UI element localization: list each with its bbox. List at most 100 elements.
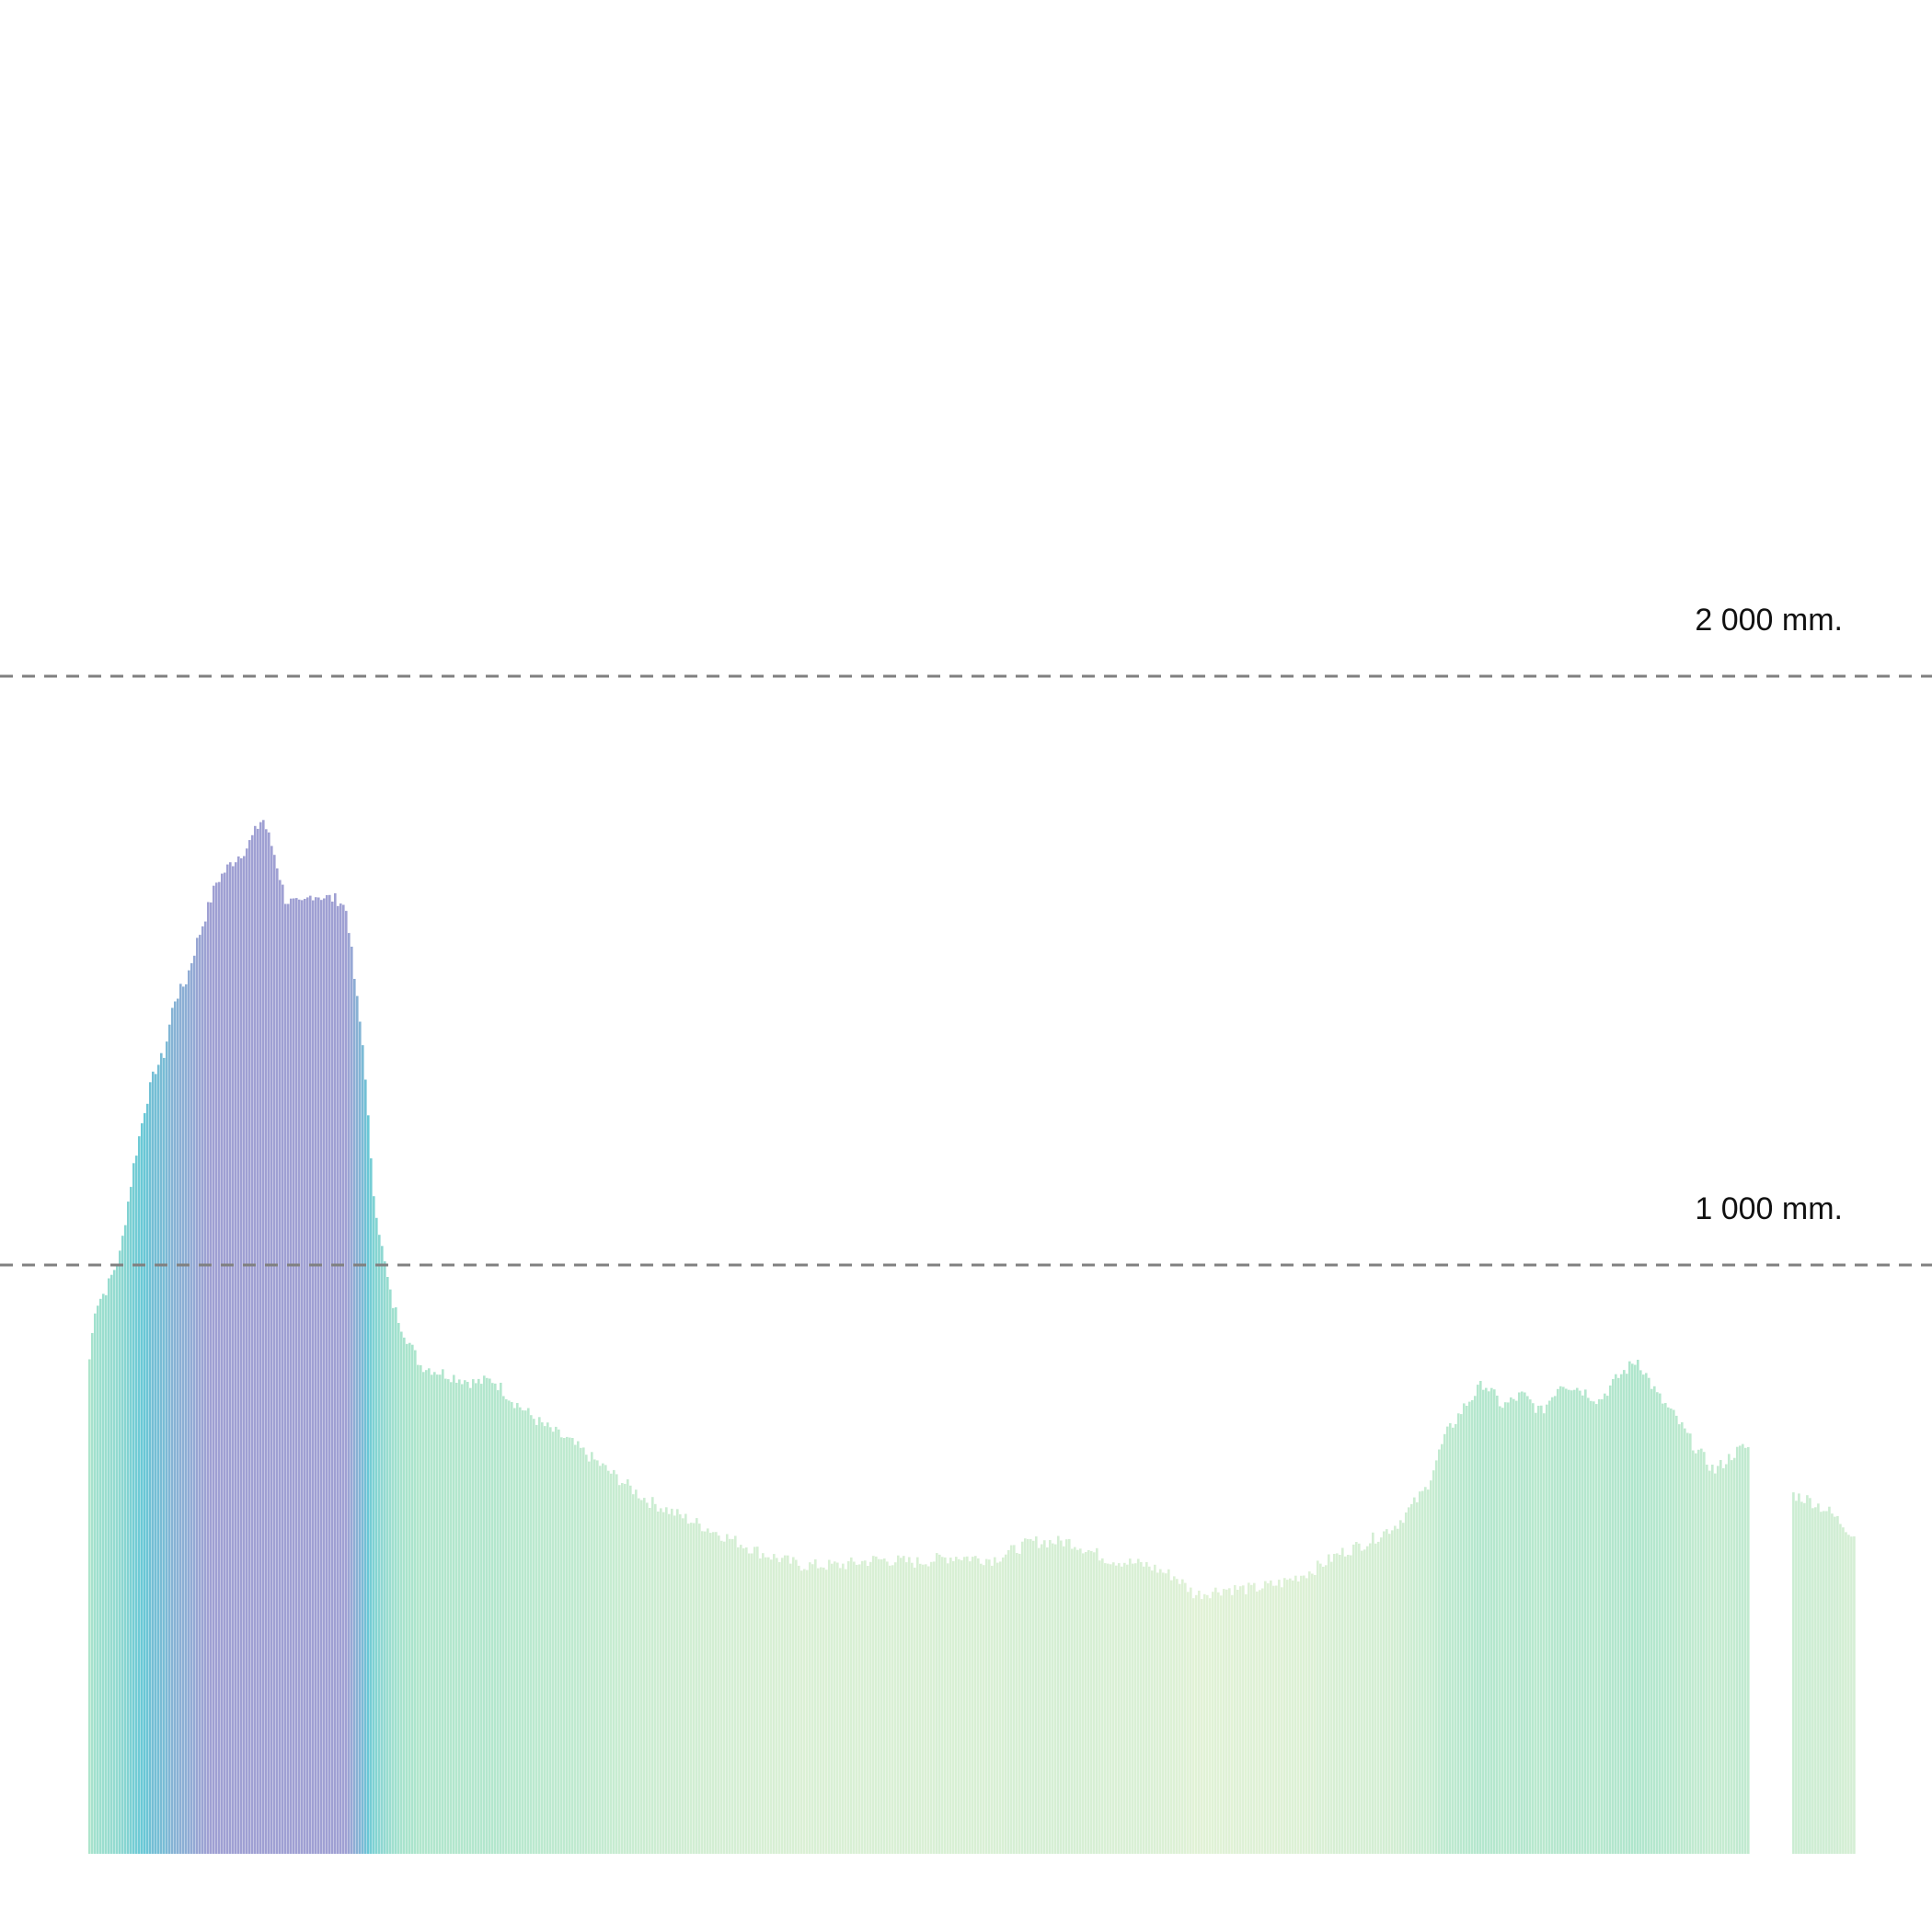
rainfall-bar: [668, 1513, 671, 1854]
rainfall-bar: [500, 1383, 502, 1854]
rainfall-bar: [339, 903, 342, 1854]
rainfall-bar: [331, 902, 334, 1854]
rainfall-bar: [1515, 1400, 1518, 1854]
rainfall-bar: [141, 1122, 144, 1854]
rainfall-bar: [1303, 1575, 1305, 1854]
rainfall-bar: [1659, 1393, 1662, 1854]
rainfall-bar: [1363, 1549, 1366, 1854]
rainfall-bar: [740, 1545, 742, 1854]
rainfall-bar: [894, 1562, 897, 1854]
rainfall-bar: [144, 1112, 146, 1854]
rainfall-bar: [295, 898, 298, 1854]
rainfall-bar: [491, 1383, 494, 1854]
rainfall-bar: [1082, 1553, 1085, 1854]
rainfall-bar: [210, 902, 213, 1854]
rainfall-bar: [1352, 1544, 1355, 1854]
rainfall-bar: [1504, 1402, 1507, 1854]
rainfall-bar: [919, 1563, 922, 1854]
rainfall-bar: [102, 1294, 105, 1854]
rainfall-bar: [190, 963, 193, 1854]
rainfall-bar: [1811, 1508, 1814, 1854]
rainfall-bar: [1134, 1563, 1137, 1854]
rainfall-bar: [1736, 1446, 1739, 1854]
rainfall-bar: [502, 1396, 505, 1854]
rainfall-bar: [1529, 1399, 1532, 1854]
rainfall-bar: [1664, 1403, 1667, 1854]
rainfall-bar: [1322, 1567, 1325, 1854]
rainfall-bar: [1261, 1588, 1264, 1854]
rainfall-bar: [207, 902, 210, 1854]
rainfall-bar: [1336, 1553, 1339, 1854]
rainfall-bar: [930, 1561, 933, 1854]
rainfall-bar: [152, 1071, 155, 1854]
rainfall-bar: [1435, 1460, 1438, 1854]
rainfall-bar: [1029, 1538, 1032, 1854]
rainfall-bar: [1148, 1566, 1151, 1854]
rainfall-bar: [199, 935, 201, 1854]
rainfall-bar: [693, 1523, 696, 1854]
rainfall-bar: [784, 1555, 787, 1854]
rainfall-bar: [1399, 1520, 1402, 1854]
rainfall-bar: [160, 1052, 163, 1854]
rainfall-bar: [657, 1512, 660, 1854]
rainfall-bar: [1126, 1564, 1129, 1854]
rainfall-bar: [489, 1378, 491, 1854]
rainfall-bar: [544, 1426, 546, 1854]
rainfall-bar: [213, 885, 215, 1855]
rainfall-bar: [671, 1508, 673, 1854]
rainfall-bar: [1198, 1591, 1201, 1854]
rainfall-bar: [787, 1555, 789, 1854]
rainfall-bar: [334, 892, 337, 1854]
rainfall-bar: [1154, 1564, 1156, 1854]
rainfall-bar: [284, 903, 287, 1854]
rainfall-bar: [254, 825, 257, 1854]
rainfall-bar: [1192, 1598, 1195, 1854]
rainfall-bar: [508, 1400, 511, 1854]
rainfall-bar: [99, 1298, 102, 1854]
rainfall-bar: [420, 1365, 422, 1854]
rainfall-bar: [927, 1566, 930, 1854]
rainfall-bar: [483, 1375, 486, 1854]
rainfall-bar: [820, 1567, 822, 1854]
rainfall-bar: [1557, 1388, 1559, 1854]
rainfall-bar: [1079, 1548, 1082, 1854]
rainfall-bar: [1828, 1506, 1831, 1854]
rainfall-bar: [742, 1548, 745, 1854]
rainfall-bar: [257, 828, 259, 1854]
rainfall-bar: [1217, 1592, 1220, 1854]
rainfall-bar: [1587, 1397, 1590, 1854]
rainfall-bar: [1016, 1553, 1018, 1854]
rainfall-bar: [1041, 1544, 1043, 1854]
rainfall-bar: [1703, 1452, 1706, 1854]
rainfall-bar: [822, 1567, 825, 1854]
rainfall-bar: [974, 1556, 977, 1854]
rainfall-bar: [1253, 1582, 1256, 1854]
rainfall-bar: [538, 1417, 541, 1854]
rainfall-bar: [803, 1569, 806, 1854]
rainfall-bar: [439, 1374, 442, 1854]
rainfall-bar: [1245, 1593, 1248, 1854]
rainfall-bar: [591, 1452, 593, 1854]
rainfall-bar: [1427, 1489, 1430, 1854]
rainfall-bar: [690, 1523, 693, 1854]
rainfall-bar: [1742, 1443, 1744, 1854]
rainfall-bar: [497, 1390, 500, 1854]
rainfall-bar: [447, 1379, 450, 1854]
rainfall-bar: [1292, 1580, 1294, 1854]
rainfall-bar: [977, 1558, 980, 1854]
rainfall-bar: [988, 1559, 991, 1854]
rainfall-bar: [753, 1547, 756, 1854]
rainfall-bar: [287, 903, 290, 1854]
rainfall-bar: [1143, 1566, 1145, 1854]
rainfall-bar: [326, 895, 328, 1854]
rainfall-bar: [723, 1541, 726, 1854]
rainfall-bar: [864, 1560, 867, 1854]
rainfall-bar: [955, 1557, 958, 1854]
rainfall-bar: [1416, 1502, 1419, 1854]
rainfall-bar: [1101, 1558, 1104, 1854]
rainfall-bar: [673, 1515, 676, 1854]
rainfall-bar: [1281, 1587, 1283, 1854]
rainfall-bar: [886, 1561, 889, 1854]
rainfall-bar: [1562, 1386, 1565, 1854]
rainfall-bar: [356, 995, 359, 1854]
